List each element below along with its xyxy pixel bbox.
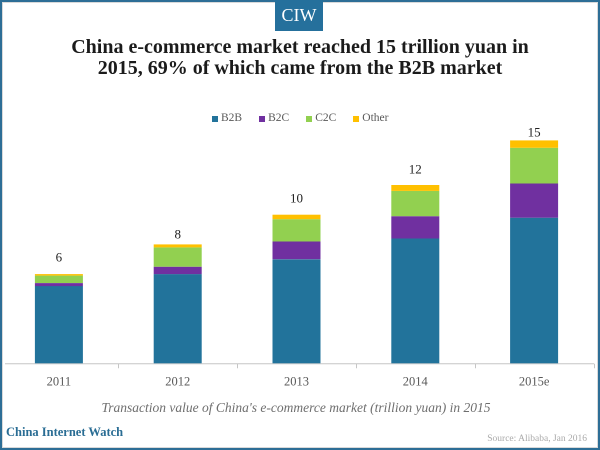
legend-swatch-b2b (212, 115, 218, 122)
legend-item-c2c: C2C (306, 112, 336, 125)
x-tick-label-2013: 2013 (284, 375, 309, 389)
bar-segment-b2b-2013 (272, 259, 321, 364)
legend-item-b2b: B2B (212, 112, 242, 125)
legend: B2B B2C C2C Other (212, 112, 388, 125)
bar-segment-b2c-2012 (153, 266, 202, 275)
bar-segment-b2c-2015e (510, 183, 559, 218)
data-label-total-2012: 8 (174, 227, 181, 242)
x-tick-label-2014: 2014 (403, 375, 429, 389)
data-label-total-2011: 6 (56, 250, 63, 265)
x-tick-label-2011: 2011 (47, 375, 72, 389)
bar-segment-other-2011 (34, 274, 83, 276)
bar-segment-c2c-2015e (510, 147, 559, 184)
x-tick-label-2012: 2012 (165, 375, 190, 389)
legend-label-b2c: B2C (268, 112, 290, 124)
bar-segment-other-2013 (272, 214, 321, 220)
legend-swatch-c2c (306, 115, 313, 122)
bar-segment-c2c-2013 (272, 219, 321, 242)
bar-segment-other-2015e (510, 140, 559, 148)
bar-segment-b2b-2015e (510, 217, 559, 364)
bar-segment-c2c-2012 (153, 247, 202, 267)
bar-segment-other-2014 (391, 185, 440, 191)
bar-segment-b2c-2014 (391, 216, 440, 239)
brand-name: China Internet Watch (6, 425, 124, 439)
bar-segment-b2b-2012 (153, 274, 202, 364)
legend-label-b2b: B2B (221, 112, 243, 124)
legend-swatch-b2c (259, 115, 266, 122)
legend-label-other: Other (362, 112, 389, 124)
x-tick-label-2015e: 2015e (519, 375, 550, 389)
legend-swatch-other (353, 115, 360, 122)
legend-item-other: Other (353, 112, 388, 125)
bar-segment-b2c-2011 (34, 283, 83, 287)
legend-item-b2c: B2C (259, 112, 289, 125)
bar-segment-c2c-2011 (34, 275, 83, 283)
chart-caption: Transaction value of China's e-commerce … (101, 400, 491, 415)
bar-segment-c2c-2014 (391, 190, 440, 217)
bar-segment-b2c-2013 (272, 241, 321, 260)
data-label-total-2013: 10 (290, 191, 303, 206)
bar-segment-b2b-2011 (34, 286, 83, 364)
bar-segment-b2b-2014 (391, 238, 440, 364)
bar-segment-other-2012 (153, 244, 202, 248)
data-label-total-2015e: 15 (528, 125, 541, 140)
legend-label-c2c: C2C (315, 112, 337, 124)
chart-title: China e-commerce market reached 15 trill… (71, 36, 529, 79)
data-label-total-2014: 12 (409, 162, 422, 177)
source-note: Source: Alibaba, Jan 2016 (487, 434, 587, 444)
ciw-logo-badge: CIW (275, 0, 323, 31)
